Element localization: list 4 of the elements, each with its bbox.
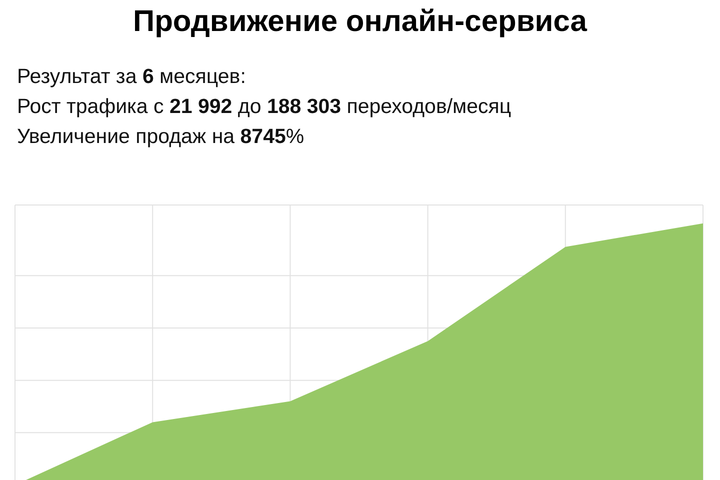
text: Увеличение продаж на 8745% xyxy=(17,125,304,148)
text: Результат за 6 месяцев: xyxy=(17,65,246,88)
chart-title: Продвижение онлайн-сервиса xyxy=(132,4,588,40)
text: Рост трафика с 21 992 до 188 303 переходов/месяц xyxy=(17,95,512,118)
